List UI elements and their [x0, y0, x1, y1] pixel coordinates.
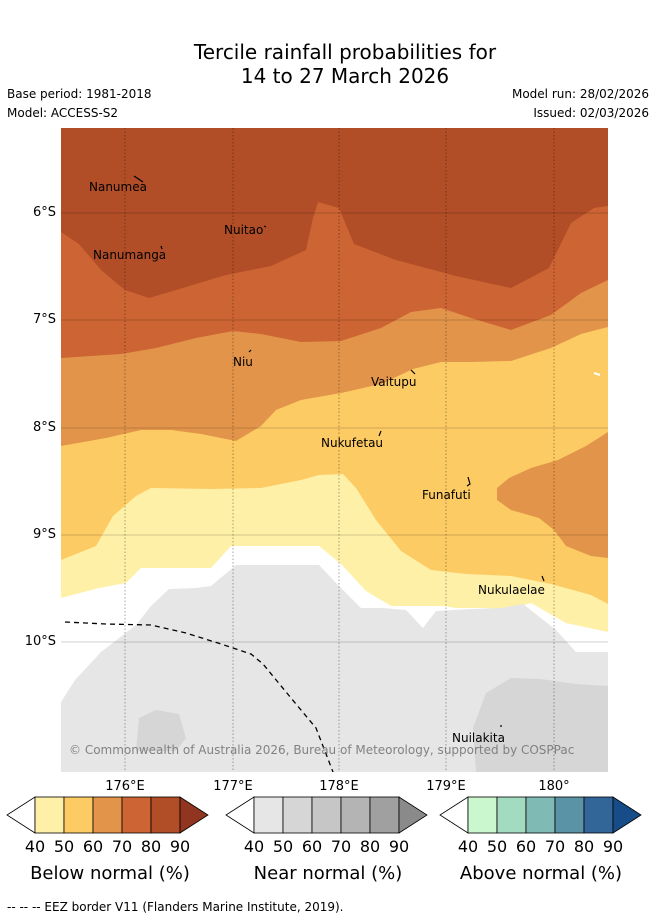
colorbar-max-extend [179, 796, 209, 834]
colorbar-cell [311, 796, 342, 834]
place-vaitupu: Vaitupu [371, 375, 417, 389]
colorbar-cell [121, 796, 152, 834]
legend-above-label: Above normal (%) [459, 863, 623, 884]
title-line-2: 14 to 27 March 2026 [240, 64, 450, 88]
colorbar-max-extend [612, 796, 642, 834]
tick: 60 [82, 837, 104, 856]
lat-label-8s: 8°S [32, 420, 56, 435]
tick: 70 [111, 837, 133, 856]
colorbar-cell [150, 796, 181, 834]
tick: 80 [140, 837, 162, 856]
tick: 90 [388, 837, 410, 856]
colorbar-cell [583, 796, 614, 834]
lon-label-180: 180° [538, 779, 570, 794]
place-labels: Nanumea Nuitao Nanumanga Niu Vaitupu Nuk… [89, 180, 545, 745]
model-run: Model run: 28/02/2026 [511, 87, 649, 101]
tick: 70 [544, 837, 566, 856]
place-nukulaelae: Nukulaelae [478, 583, 545, 597]
legend-below-label: Below normal (%) [30, 863, 190, 884]
colorbar-cell [340, 796, 371, 834]
lon-label-178e: 178°E [319, 779, 359, 794]
region-near-40 [61, 565, 608, 772]
title-line-1: Tercile rainfall probabilities for [193, 40, 497, 64]
base-period: Base period: 1981-2018 [7, 87, 152, 101]
lat-label-9s: 9°S [32, 527, 56, 542]
colorbar-cell [467, 796, 498, 834]
eez-border [64, 621, 334, 772]
tick: 60 [301, 837, 323, 856]
tick: 50 [272, 837, 294, 856]
tick: 80 [573, 837, 595, 856]
tick: 50 [486, 837, 508, 856]
graticule [61, 212, 608, 643]
tick: 60 [515, 837, 537, 856]
rainfall-map: Nanumea Nuitao Nanumanga Niu Vaitupu Nuk… [61, 128, 608, 772]
lon-label-176e: 176°E [105, 779, 145, 794]
colorbar-min-extend [6, 796, 36, 834]
eez-footnote: -- -- -- EEZ border V11 (Flanders Marine… [7, 900, 344, 914]
colorbar-cell [525, 796, 556, 834]
place-nuilakita: Nuilakita [452, 731, 505, 745]
colorbar-cell [63, 796, 94, 834]
tick: 80 [359, 837, 381, 856]
colorbar-cell [253, 796, 284, 834]
tick: 90 [602, 837, 624, 856]
model-name: Model: ACCESS-S2 [7, 106, 119, 120]
issued-date: Issued: 02/03/2026 [533, 106, 649, 120]
tick: 90 [169, 837, 191, 856]
colorbar-above-normal [439, 796, 642, 834]
tick: 50 [53, 837, 75, 856]
colorbar-cell [496, 796, 527, 834]
place-nanumanga: Nanumanga [93, 248, 166, 262]
place-niu: Niu [233, 355, 253, 369]
tick: 70 [330, 837, 352, 856]
colorbar-near-normal [225, 796, 428, 834]
colorbar-min-extend [439, 796, 469, 834]
colorbar-cell [369, 796, 400, 834]
place-nuitao: Nuitao [224, 223, 263, 237]
lon-label-179e: 179°E [426, 779, 466, 794]
colorbar-cell [34, 796, 65, 834]
colorbar-below-normal [6, 796, 209, 834]
region-near-50-se [473, 678, 608, 772]
lat-label-6s: 6°S [32, 205, 56, 220]
colorbar-cell [554, 796, 585, 834]
lat-label-10s: 10°S [24, 634, 56, 649]
colorbar-max-extend [398, 796, 428, 834]
lon-label-177e: 177°E [213, 779, 253, 794]
tick: 40 [243, 837, 265, 856]
colorbar-min-extend [225, 796, 255, 834]
legend-near-label: Near normal (%) [253, 863, 403, 884]
copyright-text: © Commonwealth of Australia 2026, Bureau… [69, 743, 574, 757]
place-nanumea: Nanumea [89, 180, 147, 194]
place-nukufetau: Nukufetau [321, 436, 383, 450]
colorbar-cell [92, 796, 123, 834]
colorbar-cell [282, 796, 313, 834]
island-marks [133, 175, 601, 727]
tick: 40 [24, 837, 46, 856]
region-below-70-east [497, 432, 608, 558]
tick: 40 [457, 837, 479, 856]
lat-label-7s: 7°S [32, 312, 56, 327]
graticule-meridians [124, 128, 555, 772]
place-funafuti: Funafuti [422, 488, 471, 502]
region-near-50-sw [136, 710, 186, 751]
